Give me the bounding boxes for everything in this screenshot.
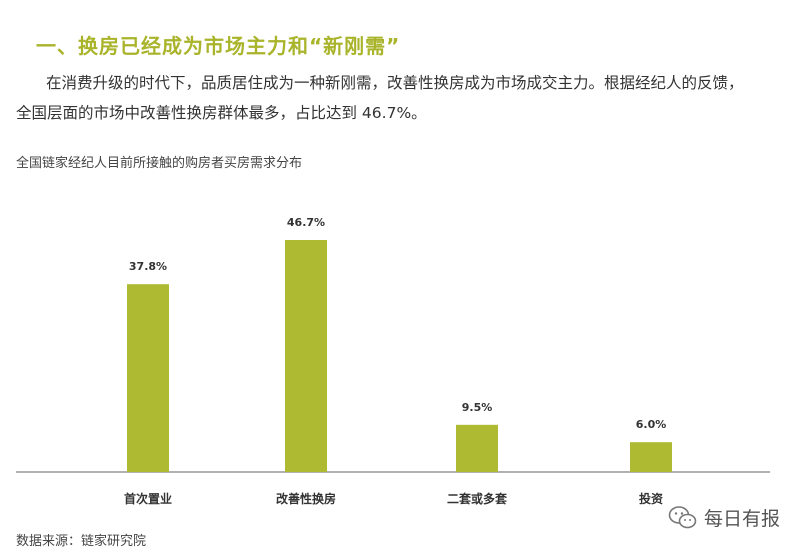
x-tick-label: 投资 [639,491,663,506]
chart-title: 全国链家经纪人目前所接触的购房者买房需求分布 [16,156,303,171]
bar [456,424,498,472]
paragraph-line-2: 全国层面的市场中改善性换房群体最多，占比达到 46.7%。 [16,104,427,122]
bar [630,442,672,472]
wechat-icon [668,505,697,528]
data-label: 46.7% [287,216,325,229]
data-label: 9.5% [462,401,493,414]
paragraph-line-1: 在消费升级的时代下，品质居住成为一种新刚需，改善性换房成为市场成交主力。根据经纪… [46,74,744,92]
bar [127,284,169,472]
data-label: 6.0% [636,418,667,431]
section-heading: 一、换房已经成为市场主力和“新刚需” [36,34,401,58]
source-note: 数据来源：链家研究院 [16,534,147,549]
bar [285,240,327,472]
intro-paragraph: 在消费升级的时代下，品质居住成为一种新刚需，改善性换房成为市场成交主力。根据经纪… [16,68,796,128]
data-label: 37.8% [129,260,167,273]
watermark-text: 每日有报 [704,508,781,530]
x-tick-label: 改善性换房 [276,491,336,506]
watermark: 每日有报 [668,504,780,531]
x-tick-label: 首次置业 [124,491,172,506]
x-tick-label: 二套或多套 [447,491,508,506]
